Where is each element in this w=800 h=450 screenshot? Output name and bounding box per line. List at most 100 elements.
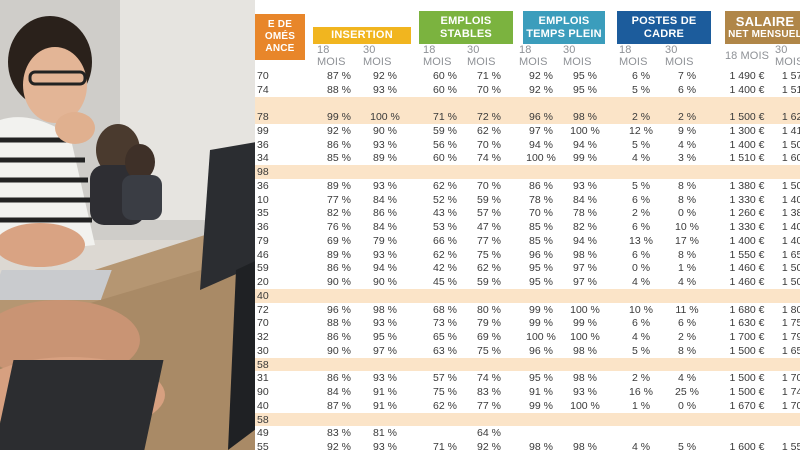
table-cell: 97 % [529,124,553,137]
table-cell: 63 % [433,344,457,357]
table-cell: 70 % [477,138,501,151]
table-cell: 1 510 [781,83,800,96]
table-cell: 92 % [477,441,501,450]
table-cell: 94 % [573,138,597,151]
table-cell: 10 % [675,221,699,233]
table-cell: 6 % [631,193,651,206]
table-cell: 69 % [477,331,501,343]
table-cell: 1 670 € [729,399,765,412]
table-cell: 93 % [573,179,597,192]
table-cell: 96 % [529,344,553,357]
table-cell: 89 % [327,179,351,192]
table-cell: 1 790 [781,331,800,343]
table-cell: 47 % [477,221,501,233]
table-cell: 6 % [631,317,651,330]
table-cell: 1 600 € [729,441,765,450]
row-code: 59 [257,262,269,275]
header-cadre: POSTES DE CADRE [617,11,711,44]
table-cell: 100 % [570,124,600,137]
table-cell: 16 % [629,386,653,398]
table-cell: 71 % [477,69,501,82]
row-code: 30 [257,344,269,357]
table-cell: 4 % [677,138,697,151]
table-cell: 2 % [631,372,651,385]
table-cell: 98 % [373,303,397,316]
table-cell: 59 % [477,276,501,288]
table-cell: 99 % [529,317,553,330]
section-band [255,165,800,179]
table-cell: 1 380 [781,207,800,220]
table-cell: 2 % [631,111,651,123]
table-cell: 13 % [629,234,653,247]
table-cell: 8 % [677,248,697,261]
table-cell: 89 % [327,248,351,261]
table-cell: 81 % [373,427,397,440]
table-cell: 85 % [529,221,553,233]
table-cell: 65 % [433,331,457,343]
row-code: 79 [257,234,269,247]
table-cell: 89 % [373,152,397,165]
subheader-18-mois: 18 MOIS [619,44,648,68]
table-cell: 98 % [573,441,597,450]
table-cell: 1 380 € [729,179,765,192]
table-cell: 1 400 € [729,138,765,151]
table-cell: 71 % [433,111,457,123]
table-cell: 78 % [573,207,597,220]
table-cell: 64 % [477,427,501,440]
row-code: 40 [257,399,269,412]
table-cell: 1 550 [781,441,800,450]
table-cell: 1 570 [781,69,800,82]
table-cell: 96 % [529,111,553,123]
table-cell: 92 % [529,83,553,96]
table-cell: 92 % [327,441,351,450]
table-cell: 85 % [327,152,351,165]
header-diplomes: E DE OMÉS ANCE [255,14,305,60]
table-cell: 99 % [573,317,597,330]
table-cell: 95 % [573,83,597,96]
table-cell: 56 % [433,138,457,151]
table-cell: 100 % [526,152,556,165]
table-cell: 5 % [631,179,651,192]
row-code: 35 [257,207,269,220]
row-code: 58 [257,358,269,371]
table-cell: 70 % [477,179,501,192]
table-cell: 4 % [631,331,651,343]
row-code: 55 [257,441,269,450]
table-cell: 75 % [477,248,501,261]
table-cell: 93 % [373,179,397,192]
table-cell: 1 650 [781,344,800,357]
salaire-title: SALAIRE [735,13,795,29]
table-cell: 99 % [529,303,553,316]
table-cell: 1 500 [781,179,800,192]
table-cell: 52 % [433,193,457,206]
table-cell: 60 % [433,69,457,82]
row-code: 36 [257,179,269,192]
table-cell: 59 % [433,124,457,137]
table-cell: 100 % [370,111,400,123]
table-cell: 100 % [570,399,600,412]
table-cell: 1 500 € [729,111,765,123]
subheader-18-mois: 18 MOIS [519,44,548,68]
table-cell: 98 % [573,248,597,261]
table-cell: 91 % [373,386,397,398]
table-cell: 86 % [327,138,351,151]
table-cell: 1 400 [781,221,800,233]
row-code: 74 [257,83,269,96]
table-cell: 8 % [677,193,697,206]
row-code: 32 [257,331,269,343]
table-cell: 74 % [477,152,501,165]
table-cell: 5 % [631,83,651,96]
table-cell: 86 % [327,372,351,385]
table-cell: 1 300 € [729,124,765,137]
subheader-18-mois: 18 MOIS [317,44,346,68]
table-cell: 82 % [327,207,351,220]
table-cell: 87 % [327,69,351,82]
header-salaire: SALAIRE NET MENSUEL [725,11,800,44]
table-cell: 2 % [677,111,697,123]
table-cell: 95 % [373,331,397,343]
table-cell: 90 % [373,124,397,137]
table-cell: 84 % [373,221,397,233]
table-cell: 83 % [327,427,351,440]
table-cell: 1 750 [781,317,800,330]
table-cell: 95 % [529,372,553,385]
